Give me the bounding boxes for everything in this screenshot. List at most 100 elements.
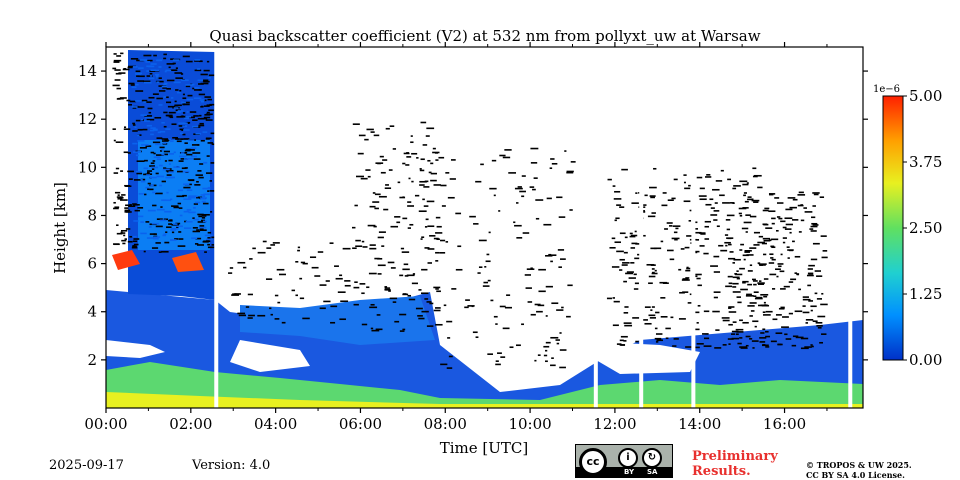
cloud-speckle-mark: [163, 218, 169, 221]
cloud-speckle-mark: [630, 247, 636, 249]
cloud-speckle-mark: [419, 168, 422, 170]
cloud-speckle-mark: [137, 80, 145, 82]
cloud-speckle-mark: [635, 243, 641, 245]
cloud-speckle-mark: [497, 352, 502, 354]
cloud-speckle-mark: [435, 216, 441, 219]
cloud-speckle-mark: [185, 220, 193, 223]
cloud-speckle-mark: [436, 290, 441, 293]
cloud-speckle-mark: [129, 100, 137, 103]
cloud-speckle-mark: [185, 115, 192, 118]
cloud-speckle-mark: [378, 195, 387, 198]
cloud-speckle-mark: [384, 288, 391, 291]
cloud-speckle-mark: [712, 188, 720, 191]
cloud-speckle-mark: [671, 237, 680, 240]
cloud-speckle-mark: [768, 239, 772, 242]
cloud-speckle-mark: [207, 98, 212, 101]
cloud-speckle-mark: [762, 237, 771, 240]
cloud-speckle-mark: [631, 242, 638, 245]
cloud-speckle-mark: [178, 125, 186, 127]
cloud-speckle-mark: [183, 158, 189, 160]
cloud-speckle-mark: [609, 246, 616, 249]
cloud-speckle-mark: [812, 205, 816, 207]
cloud-speckle-mark: [204, 234, 213, 237]
cloud-speckle-mark: [696, 239, 700, 241]
cloud-speckle-mark: [174, 238, 179, 240]
data-gap: [639, 47, 644, 408]
cloud-speckle-mark: [169, 69, 178, 71]
cloud-speckle-mark: [145, 116, 154, 119]
cloud-speckle-mark: [122, 68, 130, 71]
cloud-speckle-mark: [365, 169, 371, 171]
cloud-speckle-mark: [789, 231, 792, 234]
cloud-speckle-mark: [411, 152, 418, 155]
cloud-speckle-mark: [629, 232, 633, 235]
cloud-speckle-mark: [137, 134, 140, 137]
cloud-speckle-mark: [155, 77, 159, 79]
cloud-speckle-mark: [555, 339, 560, 341]
cloud-speckle-mark: [133, 220, 139, 222]
cloud-speckle-mark: [509, 346, 514, 349]
cloud-speckle-mark: [736, 331, 744, 333]
cloud-speckle-mark: [206, 104, 212, 107]
cloud-speckle-mark: [751, 340, 759, 342]
cloud-speckle-mark: [628, 277, 636, 279]
cloud-speckle-mark: [355, 239, 361, 242]
cloud-speckle-mark: [128, 178, 133, 180]
cloud-speckle-mark: [418, 289, 422, 291]
cloud-speckle-mark: [450, 159, 456, 161]
cloud-speckle-mark: [387, 261, 395, 264]
cloud-speckle-mark: [154, 73, 160, 76]
cloud-speckle-mark: [150, 69, 157, 72]
cloud-speckle-mark: [457, 245, 462, 248]
cloud-speckle-mark: [749, 247, 757, 249]
cloud-speckle-mark: [167, 105, 176, 108]
cloud-speckle-mark: [780, 253, 783, 256]
cloud-speckle-mark: [190, 147, 197, 149]
cloud-speckle-mark: [377, 264, 386, 267]
y-tick-label: 2: [87, 351, 97, 369]
cloud-speckle-mark: [669, 258, 675, 261]
cloud-speckle-mark: [170, 140, 174, 142]
cloud-speckle-mark: [776, 275, 779, 278]
cloud-speckle-mark: [162, 168, 170, 171]
cloud-speckle-mark: [703, 252, 709, 255]
cloud-speckle-mark: [745, 214, 751, 216]
cloud-speckle-mark: [623, 322, 632, 324]
cloud-speckle-mark: [807, 272, 814, 275]
cloud-speckle-mark: [792, 219, 799, 221]
data-gaps: [214, 47, 853, 408]
cloud-speckle-mark: [744, 251, 750, 253]
cloud-speckle-mark: [173, 166, 180, 168]
cloud-speckle-mark: [545, 360, 548, 363]
colorbar-tick-label: 2.50: [909, 219, 942, 237]
cloud-speckle-mark: [784, 228, 792, 230]
cloud-speckle-mark: [202, 213, 210, 216]
cloud-speckle-mark: [228, 272, 233, 274]
cloud-layer-3-5km: [240, 296, 435, 345]
cloud-speckle-mark: [558, 266, 562, 268]
cloud-speckle-mark: [163, 57, 167, 60]
cloud-speckle-mark: [183, 227, 192, 229]
cloud-speckle-mark: [802, 298, 811, 301]
cloud-speckle-mark: [475, 336, 479, 339]
cloud-speckle-mark: [151, 247, 159, 249]
colorbar-scale-label: 1e−6: [873, 84, 900, 95]
cloud-speckle-mark: [780, 288, 786, 290]
cloud-speckle-mark: [163, 167, 167, 169]
cloud-speckle-mark: [396, 221, 401, 224]
cloud-speckle-mark: [183, 210, 190, 213]
cloud-speckle-mark: [727, 338, 734, 340]
cloud-speckle-mark: [402, 217, 408, 220]
cloud-speckle-mark: [199, 99, 205, 101]
cloud-speckle-mark: [191, 237, 198, 240]
cloud-speckle-mark: [397, 181, 401, 184]
x-axis: 00:00 02:00 04:00 06:00 08:00 10:00 12:00 14:00…: [84, 42, 828, 433]
cloud-speckle-mark: [370, 303, 375, 306]
cloud-speckle-mark: [780, 306, 785, 309]
cloud-speckle-mark: [183, 138, 190, 140]
cloud-speckle-mark: [811, 345, 814, 348]
cloud-speckle-mark: [202, 187, 211, 190]
cloud-speckle-mark: [412, 273, 416, 275]
cloud-speckle-mark: [128, 82, 135, 85]
cloud-speckle-mark: [731, 330, 739, 333]
